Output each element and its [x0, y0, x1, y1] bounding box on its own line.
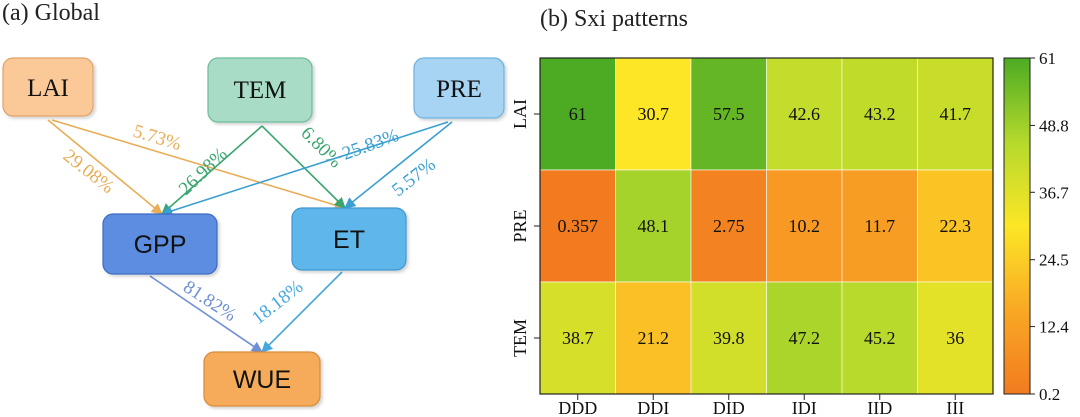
node-pre: PRE — [413, 57, 505, 119]
cell-pre-did — [690, 169, 767, 283]
cell-pre-idi — [766, 169, 843, 283]
cell-label-tem-ddi: 21.2 — [638, 328, 670, 348]
cell-lai-ddi — [615, 57, 692, 171]
cell-label-pre-ddi: 48.1 — [638, 216, 670, 236]
cell-label-pre-iii: 22.3 — [940, 216, 972, 236]
cell-lai-iid — [841, 57, 918, 171]
col-label-ddi: DDI — [637, 398, 669, 417]
col-label-iii: III — [946, 398, 964, 417]
cell-label-lai-did: 57.5 — [713, 104, 745, 124]
node-et-label: ET — [333, 226, 365, 254]
cell-label-lai-iid: 43.2 — [864, 104, 896, 124]
heatmap: 61 30.7 57.5 42.6 43.2 41.7 0.357 48.1 2.75 10.2 1… — [510, 57, 994, 417]
col-label-idi: IDI — [792, 398, 817, 417]
cell-label-pre-idi: 10.2 — [789, 216, 821, 236]
col-label-ddd: DDD — [558, 398, 597, 417]
cell-tem-iid — [841, 281, 918, 395]
edge-label-tem-et: 6.80% — [296, 123, 346, 173]
cell-label-lai-idi: 42.6 — [789, 104, 821, 124]
cell-label-tem-ddd: 38.7 — [562, 328, 594, 348]
row-label-pre: PRE — [510, 209, 530, 242]
row-label-tem: TEM — [510, 319, 530, 357]
colorbar-tick-label-4: 12.4 — [1039, 318, 1069, 337]
node-wue: WUE — [203, 351, 321, 407]
cell-label-tem-iid: 45.2 — [864, 328, 896, 348]
edge-gpp-wue: 81.82% — [149, 275, 263, 353]
col-label-iid: IID — [867, 398, 892, 417]
colorbar-gradient — [1003, 57, 1031, 395]
node-lai: LAI — [2, 57, 94, 117]
node-lai-label: LAI — [27, 75, 69, 102]
cell-lai-iii — [917, 57, 994, 171]
colorbar-tick-label-2: 36.7 — [1039, 183, 1069, 202]
cell-label-tem-iii: 36 — [946, 328, 964, 348]
edge-label-lai-et: 5.73% — [131, 121, 184, 155]
cell-label-lai-ddi: 30.7 — [638, 104, 670, 124]
colorbar-tick-label-0: 61 — [1039, 49, 1056, 68]
edge-label-et-wue: 18.18% — [248, 276, 307, 329]
cell-pre-iii — [917, 169, 994, 283]
cell-lai-did — [690, 57, 767, 171]
cell-label-pre-ddd: 0.357 — [558, 216, 599, 236]
cell-tem-iii — [917, 281, 994, 395]
cell-lai-idi — [766, 57, 843, 171]
node-pre-label: PRE — [436, 76, 482, 103]
node-gpp-label: GPP — [134, 231, 187, 259]
cell-label-tem-did: 39.8 — [713, 328, 745, 348]
cell-tem-ddd — [539, 281, 616, 395]
cell-tem-idi — [766, 281, 843, 395]
colorbar: 61 48.8 36.7 24.5 12.4 0.2 — [1003, 49, 1069, 404]
cell-label-tem-idi: 47.2 — [789, 328, 821, 348]
node-tem: TEM — [207, 57, 313, 123]
cell-tem-ddi — [615, 281, 692, 395]
colorbar-tick-label-3: 24.5 — [1039, 251, 1069, 270]
node-et: ET — [291, 207, 407, 271]
colorbar-tick-label-1: 48.8 — [1039, 116, 1069, 135]
cell-pre-ddd — [539, 169, 616, 283]
edge-pre-et: 5.57% — [344, 121, 453, 209]
cell-pre-iid — [841, 169, 918, 283]
col-label-did: DID — [713, 398, 745, 417]
cell-label-lai-ddd: 61 — [569, 104, 587, 124]
cell-tem-did — [690, 281, 767, 395]
row-label-lai: LAI — [510, 99, 530, 129]
cell-pre-ddi — [615, 169, 692, 283]
edge-et-wue: 18.18% — [248, 271, 343, 353]
panel-b-title: (b) Sxi patterns — [540, 6, 688, 32]
edge-label-pre-gpp: 25.83% — [340, 125, 402, 165]
cell-label-pre-iid: 11.7 — [864, 216, 895, 236]
edge-label-pre-et: 5.57% — [388, 154, 440, 201]
cell-lai-ddd — [539, 57, 616, 171]
node-wue-label: WUE — [233, 366, 291, 394]
panel-a-title: (a) Global — [2, 0, 100, 26]
node-tem-label: TEM — [234, 77, 287, 104]
colorbar-tick-label-5: 0.2 — [1039, 385, 1060, 404]
cell-label-lai-iii: 41.7 — [940, 104, 972, 124]
node-gpp: GPP — [102, 213, 218, 275]
cell-label-pre-did: 2.75 — [713, 216, 745, 236]
